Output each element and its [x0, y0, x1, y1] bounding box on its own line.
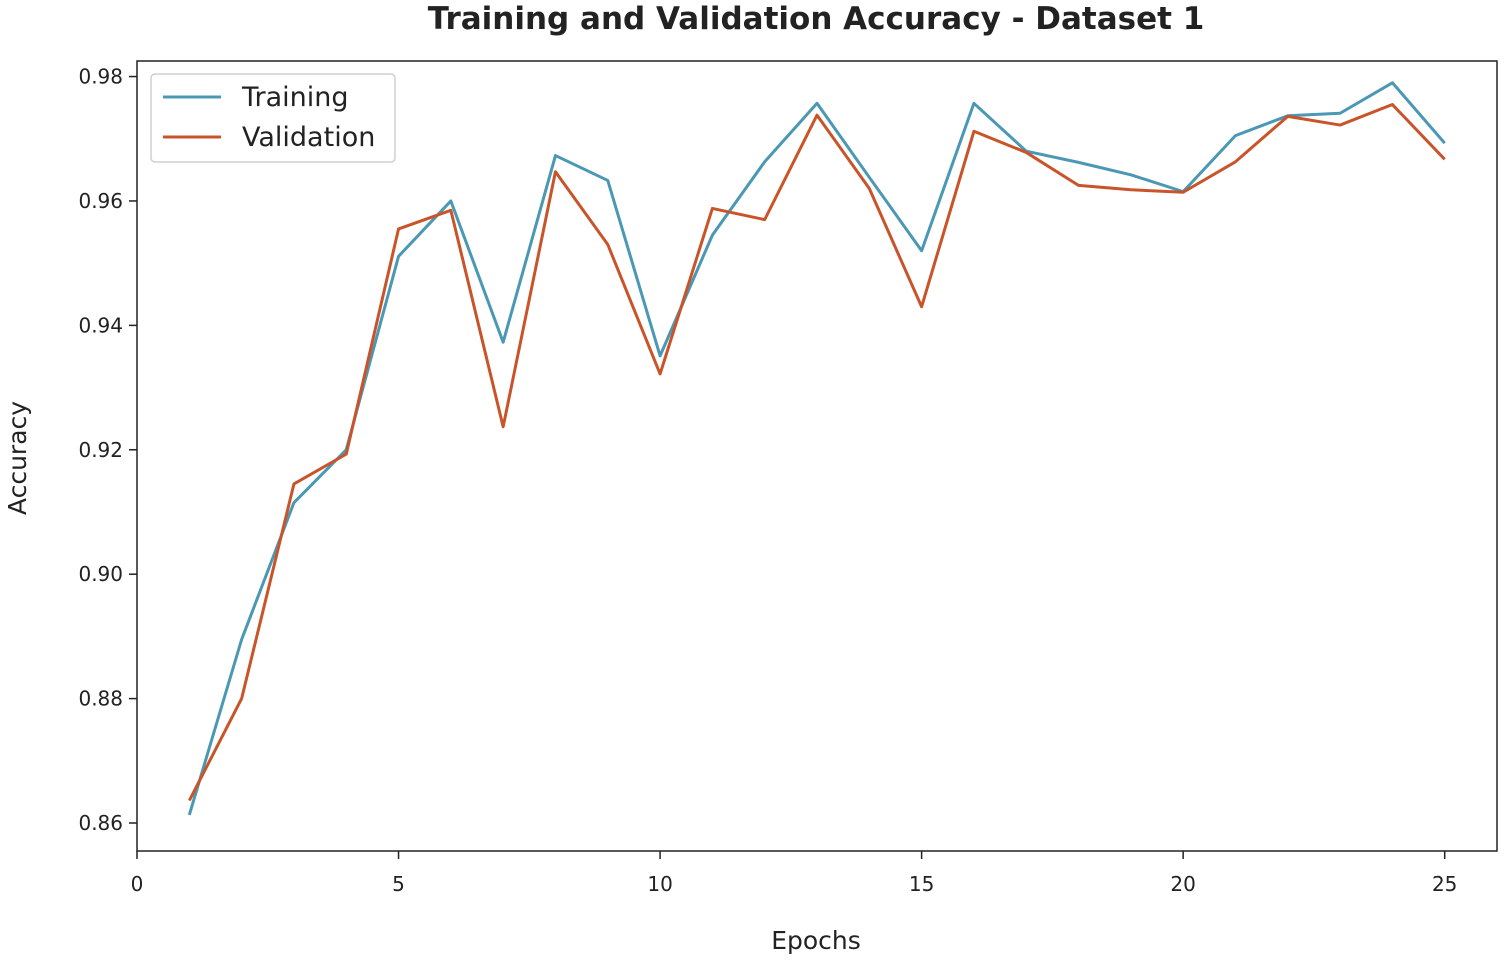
x-tick-label: 0: [131, 872, 144, 896]
series-lines: [187, 81, 1446, 816]
chart-title: Training and Validation Accuracy - Datas…: [428, 1, 1205, 37]
x-tick-label: 20: [1170, 872, 1195, 896]
y-axis-label: Accuracy: [3, 401, 32, 515]
y-axis: 0.86 0.88 0.90 0.92 0.94 0.96 0.98: [78, 65, 137, 835]
x-axis: 0 5 10 15 20 25: [131, 851, 1457, 896]
legend-label-validation: Validation: [242, 122, 375, 153]
x-tick-label: 10: [647, 872, 672, 896]
x-axis-label: Epochs: [771, 926, 861, 955]
x-tick-label: 15: [909, 872, 934, 896]
legend: Training Validation: [150, 73, 396, 163]
y-tick-label: 0.92: [78, 438, 123, 462]
y-tick-label: 0.90: [78, 562, 123, 586]
legend-label-training: Training: [241, 82, 349, 113]
y-tick-label: 0.94: [78, 313, 123, 337]
y-tick-label: 0.88: [78, 687, 123, 711]
y-tick-label: 0.98: [78, 65, 123, 89]
series-line-training: [187, 81, 1446, 816]
y-tick-label: 0.96: [78, 189, 123, 213]
x-tick-label: 25: [1432, 872, 1457, 896]
series-line-validation: [187, 103, 1446, 802]
y-tick-label: 0.86: [78, 811, 123, 835]
x-tick-label: 5: [392, 872, 405, 896]
plot-area: [136, 60, 1498, 852]
